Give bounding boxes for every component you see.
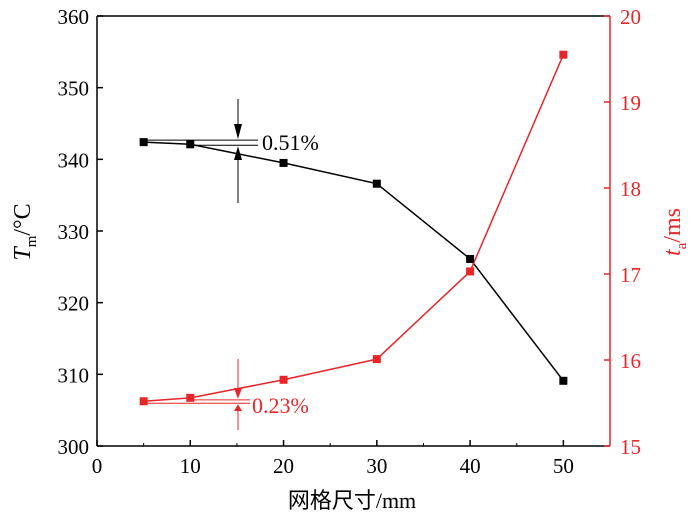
svg-text:Tm/°C: Tm/°C bbox=[10, 203, 40, 260]
svg-text:ta/ms: ta/ms bbox=[660, 208, 690, 256]
right-label-main: t bbox=[660, 248, 686, 256]
annotation-red: 0.23% bbox=[252, 393, 309, 418]
left-label-sub: m bbox=[24, 235, 40, 247]
right-axis-label: ta/ms bbox=[660, 208, 690, 256]
x-tick-label: 20 bbox=[273, 454, 294, 478]
right-tick-label: 19 bbox=[620, 91, 641, 115]
x-tick-label: 30 bbox=[366, 454, 387, 478]
data-point-ta bbox=[139, 397, 148, 406]
x-tick-label: 10 bbox=[180, 454, 201, 478]
right-tick-label: 17 bbox=[620, 263, 641, 287]
data-point-Tm bbox=[139, 138, 148, 147]
x-tick-label: 0 bbox=[92, 454, 103, 478]
left-axis-label: Tm/°C bbox=[10, 203, 40, 260]
x-axis-label: 网格尺寸/mm bbox=[288, 488, 416, 513]
left-tick-label: 310 bbox=[58, 363, 90, 387]
left-label-main: T bbox=[10, 246, 36, 261]
data-point-ta bbox=[466, 267, 475, 276]
data-point-Tm bbox=[466, 254, 475, 263]
left-tick-label: 350 bbox=[58, 77, 90, 101]
left-tick-label: 320 bbox=[58, 292, 90, 316]
data-point-Tm bbox=[186, 140, 195, 149]
left-tick-label: 340 bbox=[58, 148, 90, 172]
x-tick-label: 50 bbox=[553, 454, 574, 478]
right-label-sub: a bbox=[674, 242, 690, 249]
left-tick-label: 300 bbox=[58, 435, 90, 459]
x-tick-label: 40 bbox=[460, 454, 481, 478]
right-tick-label: 16 bbox=[620, 349, 641, 373]
data-point-Tm bbox=[559, 376, 568, 385]
data-point-ta bbox=[186, 393, 195, 402]
arrowhead-icon bbox=[234, 146, 242, 160]
left-tick-label: 360 bbox=[58, 5, 90, 29]
data-point-ta bbox=[279, 375, 288, 384]
series-line-ta bbox=[143, 54, 565, 403]
data-point-ta bbox=[559, 50, 568, 59]
right-tick-label: 15 bbox=[620, 435, 641, 459]
data-point-Tm bbox=[372, 179, 381, 188]
left-tick-label: 330 bbox=[58, 220, 90, 244]
series-line-Tm bbox=[143, 141, 564, 382]
arrowhead-icon bbox=[234, 404, 242, 411]
right-label-unit: /ms bbox=[660, 208, 686, 243]
right-tick-label: 18 bbox=[620, 177, 641, 201]
arrowhead-icon bbox=[234, 388, 242, 399]
annotation-black: 0.51% bbox=[262, 130, 319, 155]
arrowhead-icon bbox=[234, 124, 242, 140]
left-label-unit: /°C bbox=[10, 203, 36, 235]
data-point-Tm bbox=[279, 158, 288, 167]
data-point-ta bbox=[372, 355, 381, 364]
right-tick-label: 20 bbox=[620, 5, 641, 29]
